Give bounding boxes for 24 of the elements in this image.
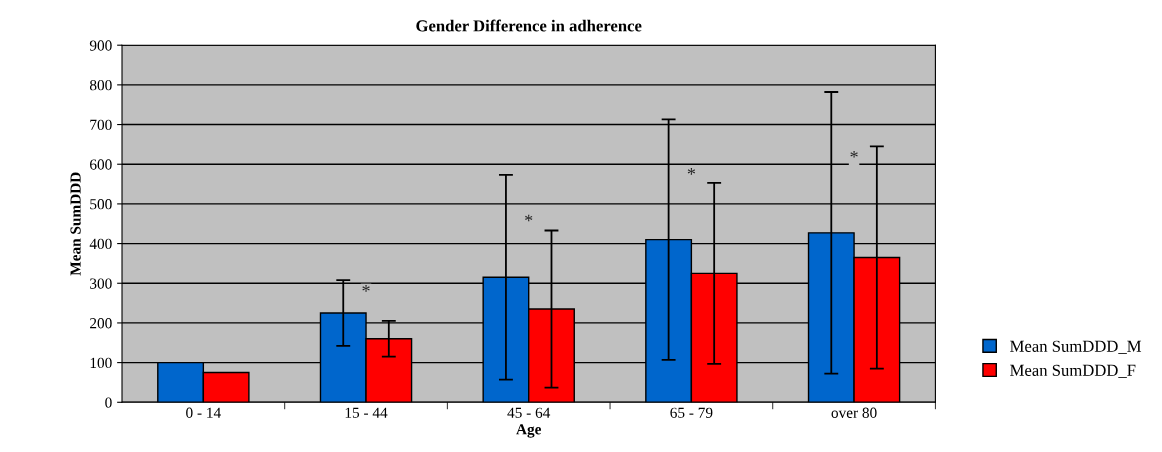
y-tick-label: 600	[90, 159, 112, 170]
x-tick-label: 45 - 64	[507, 407, 551, 418]
y-tick-label: 0	[105, 397, 112, 408]
x-tick-label: 15 - 44	[345, 407, 388, 418]
y-tick-label: 800	[89, 80, 112, 91]
x-tick-label: 0 - 14	[186, 407, 221, 418]
legend-label: Mean SumDDD_F	[1010, 364, 1136, 378]
y-tick-label: 200	[90, 318, 112, 329]
annotation: *	[525, 214, 533, 222]
y-tick-label: 300	[90, 278, 112, 289]
annotation: *	[850, 150, 858, 158]
y-tick-label: 500	[90, 199, 112, 210]
chart-title: Gender Difference in adherence	[416, 19, 642, 32]
annotation: *	[687, 168, 696, 175]
y-axis-title: Mean SumDDD	[70, 172, 81, 276]
y-tick-label: 900	[89, 40, 112, 51]
annotation: *	[362, 285, 370, 292]
y-tick-label: 400	[89, 238, 112, 250]
x-tick-label: over 80	[831, 407, 877, 418]
y-tick-label: 100	[90, 357, 112, 369]
x-axis-title: Age	[516, 424, 542, 438]
x-tick-label: 65 - 79	[670, 407, 713, 418]
y-tick-label: 700	[90, 119, 112, 130]
legend-label: Mean SumDDD_M	[1010, 340, 1142, 354]
